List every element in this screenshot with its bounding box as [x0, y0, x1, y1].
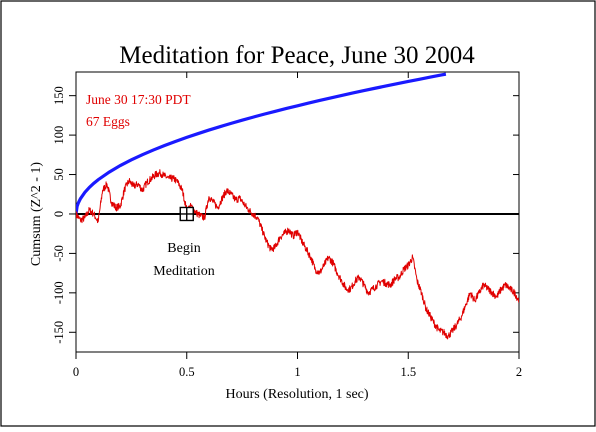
y-tick-label: 100: [52, 126, 66, 145]
x-tick-label: 1.5: [400, 365, 416, 379]
y-tick-label: 0: [52, 211, 66, 217]
x-axis-label: Hours (Resolution, 1 sec): [225, 387, 368, 402]
chart-title: Meditation for Peace, June 30 2004: [119, 42, 475, 69]
y-axis-label: Cumsum (Z^2 - 1): [29, 162, 44, 267]
y-tick-label: -100: [52, 281, 66, 304]
begin-meditation-marker: [179, 206, 194, 222]
series-layer: [76, 72, 519, 340]
annotation-egg-count: 67 Eggs: [86, 114, 130, 129]
annotation-meditation: Meditation: [153, 264, 214, 279]
y-tick-label: 50: [52, 168, 66, 181]
series-cumsum-line: [76, 169, 519, 340]
x-tick-label: 1: [294, 365, 300, 379]
plot-frame: [75, 71, 520, 353]
annotation-datetime: June 30 17:30 PDT: [86, 92, 191, 107]
y-tick-label: -150: [52, 321, 66, 344]
axes: 0 0.5 1 1.5 2 -150 -100 -50 0 50 100 150: [52, 72, 522, 379]
series-envelope-line: [76, 72, 447, 215]
x-tick-label: 0: [73, 365, 79, 379]
x-tick-label: 0.5: [179, 365, 195, 379]
annotation-begin: Begin: [167, 241, 200, 256]
x-tick-label: 2: [516, 365, 522, 379]
y-tick-label: 150: [52, 86, 66, 105]
y-tick-label: -50: [52, 245, 66, 262]
